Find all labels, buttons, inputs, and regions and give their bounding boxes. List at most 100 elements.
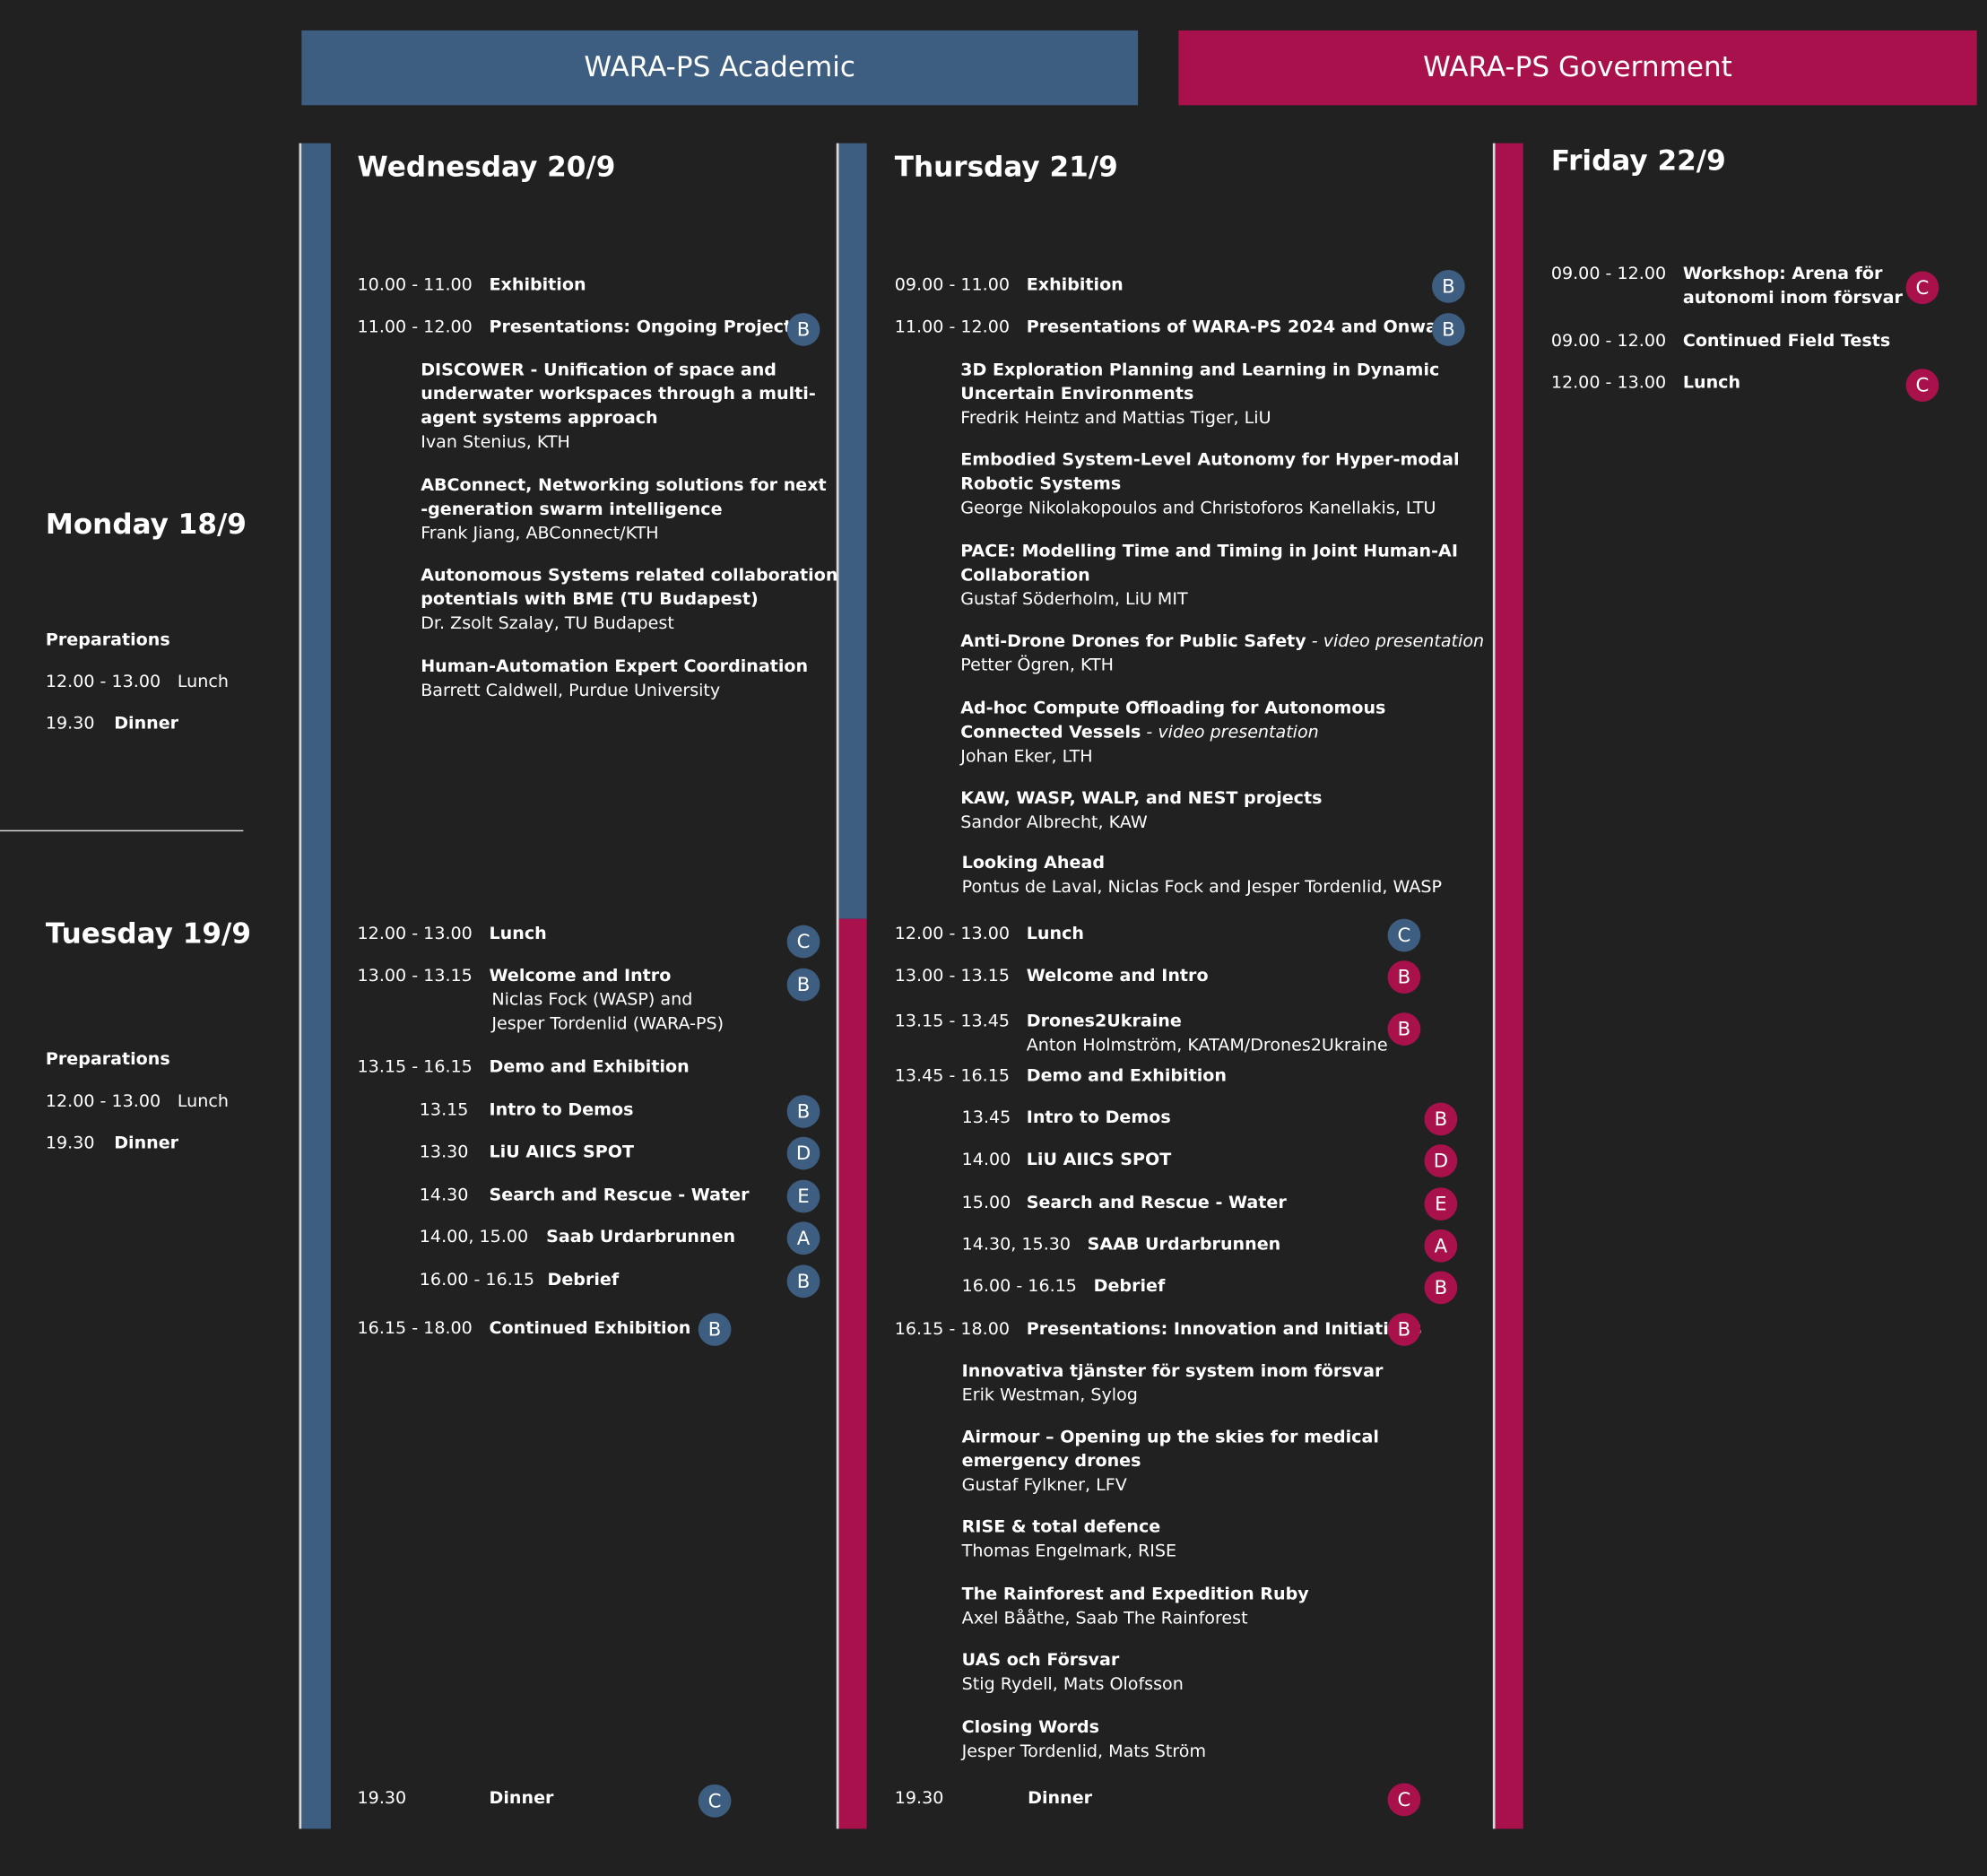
wed-dinner-time: 19.30: [357, 1788, 407, 1809]
tuesday-dinner-time: 19.30: [45, 1133, 95, 1154]
wed-sub-title: Intro to Demos: [489, 1099, 634, 1121]
talk-title: Closing Words: [961, 1716, 1100, 1738]
thu-d2u-speaker: Anton Holmström, KATAM/Drones2Ukraine: [1026, 1035, 1388, 1056]
monday-dinner: Dinner: [114, 713, 179, 734]
wed-sub-time: 14.30: [419, 1185, 469, 1206]
talk-title: UAS och Försvar: [961, 1650, 1120, 1671]
talk-title: Embodied System-Level Autonomy for Hyper…: [960, 449, 1460, 471]
wednesday-academic-bar: [301, 143, 331, 1829]
talk-title: Innovativa tjänster för system inom förs…: [961, 1360, 1384, 1382]
day-divider: [0, 829, 244, 832]
talk-title: The Rainforest and Expedition Ruby: [961, 1584, 1309, 1605]
fri-lunch-time: 12.00 - 13.00: [1550, 372, 1667, 394]
talk-title: -generation swarm intelligence: [421, 499, 723, 520]
tuesday-lunch: Lunch: [177, 1090, 229, 1112]
wed-continued: Continued Exhibition: [489, 1317, 691, 1339]
thursday-academic-bar: [838, 143, 867, 919]
monday-heading: Monday 18/9: [45, 509, 247, 542]
wed-demo-time: 13.15 - 16.15: [357, 1056, 473, 1078]
location-badge: B: [786, 313, 820, 346]
talk-title: DISCOWER - Unification of space and: [421, 360, 777, 380]
talk-title: ABConnect, Networking solutions for next: [421, 474, 827, 496]
thu-sub-time: 13.45: [961, 1107, 1011, 1128]
thu-d2u-time: 13.15 - 13.45: [894, 1011, 1011, 1032]
thu-sub-time: 15.00: [961, 1192, 1011, 1213]
location-badge: B: [786, 1095, 820, 1128]
location-badge: C: [1905, 369, 1939, 403]
thu-exhibition: Exhibition: [1026, 274, 1124, 296]
talk-title: potentials with BME (TU Budapest): [421, 589, 759, 610]
thu-presentations-time: 11.00 - 12.00: [894, 317, 1011, 337]
thu-innovation-time: 16.15 - 18.00: [894, 1319, 1011, 1340]
wed-dinner: Dinner: [489, 1788, 554, 1809]
location-badge: E: [786, 1179, 820, 1213]
talk-title: agent systems approach: [421, 408, 658, 429]
location-badge: B: [786, 968, 820, 1002]
tuesday-preparations: Preparations: [45, 1049, 170, 1070]
wed-welcome: Welcome and Intro: [489, 965, 672, 986]
fri-workshop-time: 09.00 - 12.00: [1550, 263, 1667, 284]
fri-field-tests: Continued Field Tests: [1682, 330, 1891, 352]
thu-dinner: Dinner: [1028, 1788, 1093, 1809]
location-badge: B: [786, 1264, 820, 1298]
wed-exhibition-time: 10.00 - 11.00: [357, 274, 473, 296]
fri-workshop: Workshop: Arena för: [1682, 263, 1883, 284]
location-badge: B: [1424, 1102, 1458, 1136]
thu-d2u: Drones2Ukraine: [1026, 1011, 1182, 1032]
talk-title: Autonomous Systems related collaboration: [421, 565, 838, 586]
location-badge: B: [1387, 1313, 1421, 1346]
thursday-government-bar: [838, 918, 867, 1829]
talk-title-line: Connected Vessels - video presentation: [960, 721, 1318, 745]
location-badge: B: [1424, 1271, 1458, 1305]
talk-format-note: - video presentation: [1141, 722, 1319, 743]
talk-speaker: Fredrik Heintz and Mattias Tiger, LiU: [960, 408, 1271, 429]
talk-speaker: Dr. Zsolt Szalay, TU Budapest: [421, 613, 674, 634]
wed-welcome-speaker: Niclas Fock (WASP) and: [491, 989, 693, 1011]
talk-title: KAW, WASP, WALP, and NEST projects: [960, 788, 1323, 809]
thu-presentations: Presentations of WARA-PS 2024 and Onward: [1026, 317, 1458, 337]
thu-lunch: Lunch: [1026, 924, 1084, 944]
talk-title: Airmour – Opening up the skies for medic…: [961, 1427, 1379, 1447]
location-badge: E: [1424, 1187, 1458, 1220]
fri-lunch: Lunch: [1682, 372, 1741, 394]
tuesday-dinner: Dinner: [114, 1133, 179, 1154]
wed-sub-title: Debrief: [547, 1270, 620, 1290]
talk-speaker: Ivan Stenius, KTH: [421, 431, 570, 453]
location-badge: C: [698, 1784, 732, 1818]
talk-title: emergency drones: [961, 1451, 1141, 1472]
talk-speaker: Axel Bååthe, Saab The Rainforest: [961, 1608, 1248, 1629]
wed-presentations: Presentations: Ongoing Projects: [489, 317, 803, 337]
location-badge: C: [1387, 918, 1421, 952]
monday-lunch: Lunch: [177, 672, 229, 692]
wednesday-heading: Wednesday 20/9: [357, 152, 616, 184]
wed-sub-title: LiU AIICS SPOT: [489, 1142, 635, 1162]
thu-innovation: Presentations: Innovation and Initiative…: [1026, 1319, 1422, 1340]
talk-title-line: Anti-Drone Drones for Public Safety - vi…: [960, 630, 1484, 654]
talk-speaker: Frank Jiang, ABConnect/KTH: [421, 523, 659, 544]
location-badge: C: [1905, 271, 1939, 305]
location-badge: D: [786, 1136, 820, 1170]
talk-title: PACE: Modelling Time and Timing in Joint…: [960, 541, 1458, 562]
talk-title: RISE & total defence: [961, 1516, 1161, 1538]
wed-lunch-time: 12.00 - 13.00: [357, 924, 473, 944]
location-badge: D: [1424, 1144, 1458, 1177]
thu-demo-time: 13.45 - 16.15: [894, 1065, 1011, 1087]
location-badge: C: [786, 925, 820, 959]
location-badge: B: [1431, 270, 1465, 303]
talk-speaker: Thomas Engelmark, RISE: [961, 1541, 1177, 1562]
thursday-bar-outline: [836, 143, 839, 1829]
thursday-heading: Thursday 21/9: [894, 152, 1118, 184]
wed-lunch: Lunch: [489, 924, 547, 944]
fri-workshop: autonomi inom försvar: [1682, 287, 1903, 308]
thu-sub-title: LiU AIICS SPOT: [1026, 1149, 1172, 1170]
wed-presentations-time: 11.00 - 12.00: [357, 317, 473, 337]
wednesday-bar-outline: [299, 143, 302, 1829]
fri-field-tests-time: 09.00 - 12.00: [1550, 330, 1667, 352]
wed-sub-time: 13.30: [419, 1142, 469, 1162]
thu-dinner-time: 19.30: [894, 1788, 944, 1809]
talk-speaker: Petter Ögren, KTH: [960, 655, 1114, 676]
thu-sub-time: 14.30, 15.30: [961, 1234, 1072, 1255]
thu-sub-time: 14.00: [961, 1149, 1011, 1170]
thu-welcome-time: 13.00 - 13.15: [894, 965, 1011, 986]
thu-sub-title: SAAB Urdarbrunnen: [1087, 1234, 1281, 1255]
